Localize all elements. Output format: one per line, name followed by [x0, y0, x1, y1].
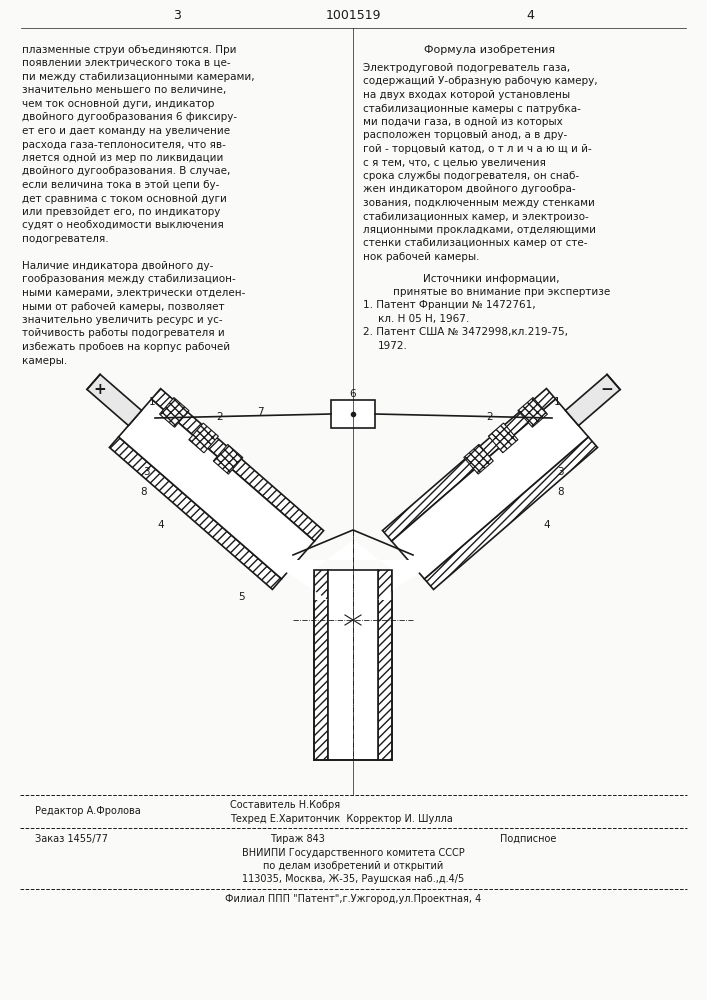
Text: 7: 7 — [257, 407, 263, 417]
Text: значительно увеличить ресурс и ус-: значительно увеличить ресурс и ус- — [22, 315, 223, 325]
Polygon shape — [151, 389, 324, 541]
Text: содержащий У-образную рабочую камеру,: содержащий У-образную рабочую камеру, — [363, 77, 597, 87]
Polygon shape — [110, 437, 281, 589]
Text: жен индикатором двойного дугообра-: жен индикатором двойного дугообра- — [363, 184, 575, 194]
Text: ляется одной из мер по ликвидации: ляется одной из мер по ликвидации — [22, 153, 223, 163]
Text: избежать пробоев на корпус рабочей: избежать пробоев на корпус рабочей — [22, 342, 230, 352]
Polygon shape — [119, 399, 315, 579]
Text: чем ток основной дуги, индикатор: чем ток основной дуги, индикатор — [22, 99, 214, 109]
Polygon shape — [160, 398, 189, 427]
Polygon shape — [518, 397, 547, 427]
Text: 2: 2 — [486, 412, 493, 422]
Text: Заказ 1455/77: Заказ 1455/77 — [35, 834, 108, 844]
Text: 4: 4 — [543, 520, 549, 530]
Polygon shape — [378, 570, 392, 760]
Text: ными камерами, электрически отделен-: ными камерами, электрически отделен- — [22, 288, 245, 298]
Polygon shape — [87, 374, 141, 426]
Text: гой - торцовый катод, о т л и ч а ю щ и й-: гой - торцовый катод, о т л и ч а ю щ и … — [363, 144, 592, 154]
Text: −: − — [601, 382, 614, 397]
Text: 3: 3 — [143, 467, 150, 477]
Text: стабилизационные камеры с патрубка-: стабилизационные камеры с патрубка- — [363, 104, 581, 113]
Text: стабилизационных камер, и электроизо-: стабилизационных камер, и электроизо- — [363, 212, 589, 222]
Text: с я тем, что, с целью увеличения: с я тем, что, с целью увеличения — [363, 157, 546, 167]
Text: судят о необходимости выключения: судят о необходимости выключения — [22, 221, 223, 231]
Text: 2: 2 — [216, 412, 223, 422]
Text: нок рабочей камеры.: нок рабочей камеры. — [363, 252, 479, 262]
Polygon shape — [189, 423, 218, 453]
Text: пи между стабилизационными камерами,: пи между стабилизационными камерами, — [22, 72, 255, 82]
Text: Формула изобретения: Формула изобретения — [424, 45, 556, 55]
Text: 2. Патент США № 3472998,кл.219-75,: 2. Патент США № 3472998,кл.219-75, — [363, 328, 568, 338]
Text: 6: 6 — [350, 389, 356, 399]
Polygon shape — [328, 570, 378, 760]
Text: 1: 1 — [148, 397, 156, 407]
Text: 4: 4 — [157, 520, 163, 530]
Text: стенки стабилизационных камер от сте-: стенки стабилизационных камер от сте- — [363, 238, 588, 248]
Text: значительно меньшего по величине,: значительно меньшего по величине, — [22, 86, 226, 96]
Text: Электродуговой подогреватель газа,: Электродуговой подогреватель газа, — [363, 63, 570, 73]
Text: на двух входах которой установлены: на двух входах которой установлены — [363, 90, 570, 100]
Text: 8: 8 — [140, 487, 146, 497]
Polygon shape — [489, 423, 518, 453]
Text: 1001519: 1001519 — [325, 9, 381, 22]
Polygon shape — [214, 444, 243, 474]
Text: появлении электрического тока в це-: появлении электрического тока в це- — [22, 58, 230, 68]
Text: камеры.: камеры. — [22, 356, 67, 365]
Text: 8: 8 — [557, 487, 563, 497]
Text: 3: 3 — [557, 467, 563, 477]
Text: Источники информации,: Источники информации, — [423, 273, 559, 284]
Text: кл. Н 05 Н, 1967.: кл. Н 05 Н, 1967. — [378, 314, 469, 324]
Text: ными от рабочей камеры, позволяет: ными от рабочей камеры, позволяет — [22, 302, 225, 312]
Polygon shape — [424, 437, 597, 589]
Polygon shape — [314, 570, 328, 760]
Text: тойчивость работы подогревателя и: тойчивость работы подогревателя и — [22, 328, 225, 338]
Text: ВНИИПИ Государственного комитета СССР: ВНИИПИ Государственного комитета СССР — [242, 848, 464, 858]
Polygon shape — [268, 540, 438, 600]
Text: 1972.: 1972. — [378, 341, 408, 351]
Polygon shape — [464, 444, 493, 474]
Polygon shape — [392, 399, 588, 579]
Text: двойного дугообразования 6 фиксиру-: двойного дугообразования 6 фиксиру- — [22, 112, 237, 122]
Bar — [331, 400, 375, 428]
Text: Редактор А.Фролова: Редактор А.Фролова — [35, 806, 141, 816]
Text: 3: 3 — [173, 9, 181, 22]
Text: ет его и дает команду на увеличение: ет его и дает команду на увеличение — [22, 126, 230, 136]
Text: или превзойдет его, по индикатору: или превзойдет его, по индикатору — [22, 207, 221, 217]
Text: если величина тока в этой цепи бу-: если величина тока в этой цепи бу- — [22, 180, 219, 190]
Text: расположен торцовый анод, а в дру-: расположен торцовый анод, а в дру- — [363, 130, 567, 140]
Text: Тираж 843: Тираж 843 — [270, 834, 325, 844]
Polygon shape — [566, 374, 620, 426]
Text: ми подачи газа, в одной из которых: ми подачи газа, в одной из которых — [363, 117, 563, 127]
Text: Наличие индикатора двойного ду-: Наличие индикатора двойного ду- — [22, 261, 214, 271]
Text: Подписное: Подписное — [500, 834, 556, 844]
Text: двойного дугообразования. В случае,: двойного дугообразования. В случае, — [22, 166, 230, 176]
Text: принятые во внимание при экспертизе: принятые во внимание при экспертизе — [393, 287, 610, 297]
Text: по делам изобретений и открытий: по делам изобретений и открытий — [263, 861, 443, 871]
Text: ляционными прокладками, отделяющими: ляционными прокладками, отделяющими — [363, 225, 596, 235]
Text: Техред Е.Харитончик  Корректор И. Шулла: Техред Е.Харитончик Корректор И. Шулла — [230, 814, 452, 824]
Text: срока службы подогревателя, он снаб-: срока службы подогревателя, он снаб- — [363, 171, 579, 181]
Polygon shape — [382, 389, 556, 541]
Text: 1. Патент Франции № 1472761,: 1. Патент Франции № 1472761, — [363, 300, 536, 310]
Text: 4: 4 — [526, 9, 534, 22]
Text: подогревателя.: подогревателя. — [22, 234, 109, 244]
Text: 1: 1 — [554, 397, 561, 407]
Text: +: + — [93, 382, 106, 397]
Text: гообразования между стабилизацион-: гообразования между стабилизацион- — [22, 274, 235, 284]
Text: плазменные струи объединяются. При: плазменные струи объединяются. При — [22, 45, 237, 55]
Text: дет сравнима с током основной дуги: дет сравнима с током основной дуги — [22, 194, 227, 204]
Text: расхода газа-теплоносителя, что яв-: расхода газа-теплоносителя, что яв- — [22, 139, 226, 149]
Text: Составитель Н.Кобря: Составитель Н.Кобря — [230, 800, 340, 810]
Text: 113035, Москва, Ж-35, Раушская наб.,д.4/5: 113035, Москва, Ж-35, Раушская наб.,д.4/… — [242, 874, 464, 884]
Text: 5: 5 — [238, 592, 245, 602]
Text: Филиал ППП "Патент",г.Ужгород,ул.Проектная, 4: Филиал ППП "Патент",г.Ужгород,ул.Проектн… — [225, 894, 481, 904]
Text: зования, подключенным между стенками: зования, подключенным между стенками — [363, 198, 595, 208]
